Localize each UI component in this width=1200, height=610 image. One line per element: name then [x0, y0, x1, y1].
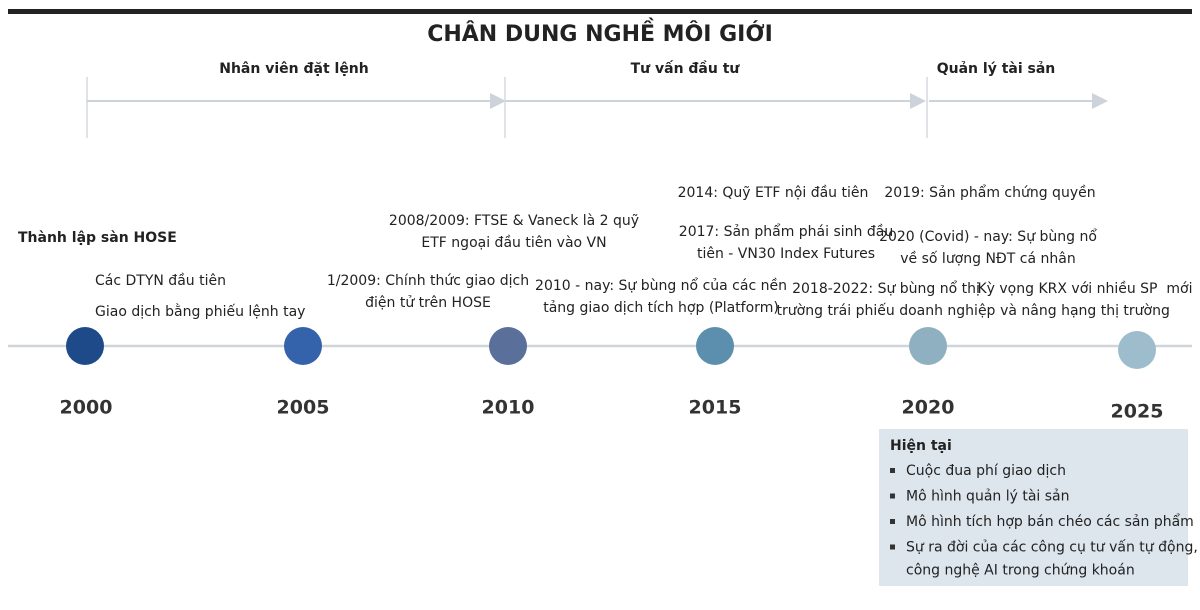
phase-label: Nhân viên đặt lệnh: [219, 61, 369, 77]
year-label: 2000: [60, 397, 113, 419]
bullet: [890, 519, 895, 524]
event-text: Thành lập sàn HOSE: [18, 230, 177, 246]
current-item: Mô hình tích hợp bán chéo các sản phẩm: [906, 513, 1194, 530]
milestone-dot: [1118, 331, 1156, 369]
current-item: Cuộc đua phí giao dịch: [906, 463, 1066, 479]
current-box: [879, 429, 1188, 586]
content: Nhân viên đặt lệnh Tư vấn đầu tư Quản lý t…: [18, 60, 1198, 579]
year-label: 2005: [277, 397, 330, 419]
milestone-dot: [489, 327, 527, 365]
event-text: 2018-2022: Sự bùng nổ thị: [792, 280, 980, 297]
milestone-dot: [66, 327, 104, 365]
event-text: tiên - VN30 Index Futures: [697, 246, 875, 262]
event-text: về số lượng NĐT cá nhân: [900, 250, 1075, 267]
phase-label: Quản lý tài sản: [937, 61, 1056, 77]
year-label: 2020: [902, 397, 955, 419]
year-label: 2025: [1111, 401, 1164, 423]
current-item: công nghệ AI trong chứng khoán: [906, 563, 1135, 579]
event-text: 1/2009: Chính thức giao dịch: [327, 273, 529, 289]
bullet: [890, 544, 895, 550]
top-bar: [8, 9, 1192, 14]
current-item: Sự ra đời của các công cụ tư vấn tự động…: [906, 540, 1198, 556]
milestone-dot: [284, 327, 322, 365]
year-label: 2015: [689, 397, 742, 419]
milestone-dot: [696, 327, 734, 365]
phase-label: Tư vấn đầu tư: [631, 60, 741, 77]
bullet: [890, 468, 895, 473]
event-text: 2017: Sản phẩm phái sinh đầu: [679, 223, 893, 240]
title: CHÂN DUNG NGHỀ MÔI GIỚI: [427, 18, 773, 47]
event-text: và nâng hạng thị trường: [1000, 303, 1170, 319]
milestone-dot: [909, 327, 947, 365]
event-text: 2019: Sản phẩm chứng quyền: [884, 184, 1095, 201]
current-item: Mô hình quản lý tài sản: [906, 489, 1070, 505]
event-text: Kỳ vọng KRX với nhiều SP mới: [977, 280, 1192, 297]
event-text: 2014: Quỹ ETF nội đầu tiên: [678, 185, 869, 201]
current-heading: Hiện tại: [890, 438, 952, 454]
bullet: [890, 493, 895, 499]
event-text: tảng giao dịch tích hợp (Platform): [543, 300, 779, 316]
event-text: 2010 - nay: Sự bùng nổ của các nền: [535, 277, 787, 294]
year-label: 2010: [482, 397, 535, 419]
event-text: Giao dịch bằng phiếu lệnh tay: [95, 303, 305, 320]
event-text: ETF ngoại đầu tiên vào VN: [421, 235, 606, 251]
event-text: 2020 (Covid) - nay: Sự bùng nổ: [879, 228, 1097, 245]
event-text: điện tử trên HOSE: [365, 295, 491, 311]
event-text: Các DTYN đầu tiên: [95, 273, 226, 289]
event-text: trường trái phiếu doanh nghiệp: [777, 302, 996, 319]
event-text: 2008/2009: FTSE & Vaneck là 2 quỹ: [389, 213, 639, 229]
